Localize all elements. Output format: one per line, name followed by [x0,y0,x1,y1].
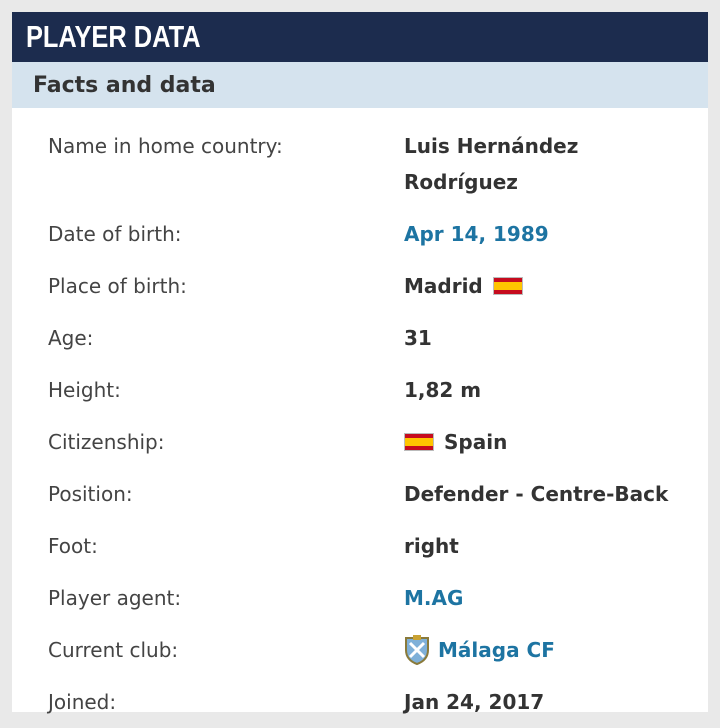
fact-value: Jan 24, 2017 [404,684,674,720]
fact-value: Madrid [404,268,674,304]
flag-icon [404,433,434,451]
fact-value: M.AG [404,580,674,616]
fact-label: Foot: [48,534,98,558]
fact-row: Name in home country: Luis Hernández Rodr… [12,120,708,208]
fact-value: Apr 14, 1989 [404,216,674,252]
fact-value: Luis Hernández Rodríguez [404,128,674,200]
fact-label: Height: [48,378,121,402]
fact-row: Citizenship: Spain [12,416,708,468]
fact-row: Joined: Jan 24, 2017 [12,676,708,728]
fact-value: Defender - Centre-Back [404,476,704,512]
fact-value: 31 [404,320,674,356]
agent-link[interactable]: M.AG [404,586,464,610]
birth-date-link[interactable]: Apr 14, 1989 [404,222,549,246]
flag-icon [492,277,523,295]
fact-label: Citizenship: [48,430,165,454]
section-title: Facts and data [33,72,216,98]
fact-row: Age: 31 [12,312,708,364]
club-link[interactable]: Málaga CF [438,638,555,662]
fact-label: Age: [48,326,94,350]
fact-row: Current club: Málaga CF [12,624,708,676]
birth-place: Madrid [404,274,483,298]
fact-label: Joined: [48,690,117,714]
citizenship-value: Spain [444,430,508,454]
joined-value: Jan 24, 2017 [404,690,545,714]
fact-row: Foot: right [12,520,708,572]
height-value: 1,82 m [404,378,482,402]
fact-row: Player agent: M.AG [12,572,708,624]
age-value: 31 [404,326,432,350]
fact-label: Current club: [48,638,179,662]
header-title: PLAYER DATA [25,19,201,54]
fact-label: Place of birth: [48,274,187,298]
club-crest [405,635,429,665]
header: PLAYER DATA [12,12,708,62]
facts-list: Name in home country: Luis Hernández Rodr… [12,108,708,728]
fact-label: Position: [48,482,133,506]
page: PLAYER DATA Facts and data Name in home … [12,12,708,714]
fact-value: 1,82 m [404,372,674,408]
fact-value: Spain [404,424,674,460]
fact-row: Place of birth: Madrid [12,260,708,312]
name-value: Luis Hernández Rodríguez [404,134,579,194]
fact-row: Date of birth: Apr 14, 1989 [12,208,708,260]
fact-value: right [404,528,674,564]
fact-row: Position: Defender - Centre-Back [12,468,708,520]
fact-label: Date of birth: [48,222,182,246]
player-data-card: PLAYER DATA Facts and data Name in home … [12,12,708,714]
fact-value: Málaga CF [404,632,674,668]
fact-label: Player agent: [48,586,182,610]
fact-row: Height: 1,82 m [12,364,708,416]
foot-value: right [404,534,459,558]
section-header: Facts and data [12,62,708,108]
position-value: Defender - Centre-Back [404,482,669,506]
fact-label: Name in home country: [48,134,283,158]
